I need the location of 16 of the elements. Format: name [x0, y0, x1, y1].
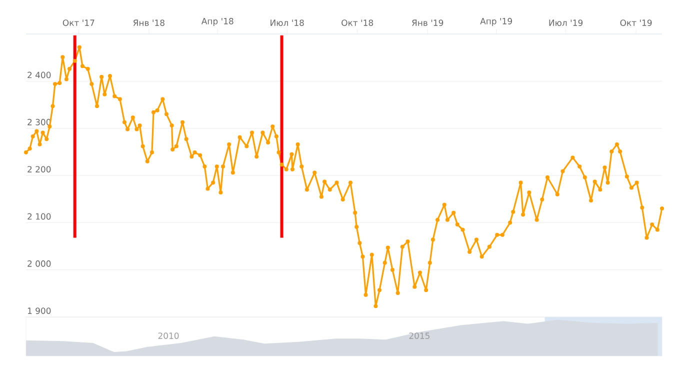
y-tick-label: 1 900 [28, 308, 51, 314]
x-tick-label: Июл '19 [549, 20, 583, 26]
y-tick-label: 2 200 [28, 166, 51, 172]
x-tick-label: Апр '18 [201, 18, 234, 26]
x-tick-label: Янв '18 [133, 20, 164, 26]
y-tick-label: 2 100 [28, 213, 51, 220]
x-tick-label: 2015 [409, 332, 430, 339]
x-tick-label: Апр '19 [480, 18, 512, 26]
y-tick-label: 2 400 [28, 72, 51, 78]
x-tick-label: Июл '18 [270, 20, 304, 26]
x-tick-label: Окт '17 [62, 20, 94, 26]
y-tick-label: 2 000 [28, 260, 51, 267]
x-tick-label: 2010 [158, 332, 179, 339]
x-tick-label: Окт '19 [620, 20, 652, 26]
x-tick-label: Окт '18 [342, 20, 374, 26]
x-tick-label: Янв '19 [412, 20, 444, 26]
